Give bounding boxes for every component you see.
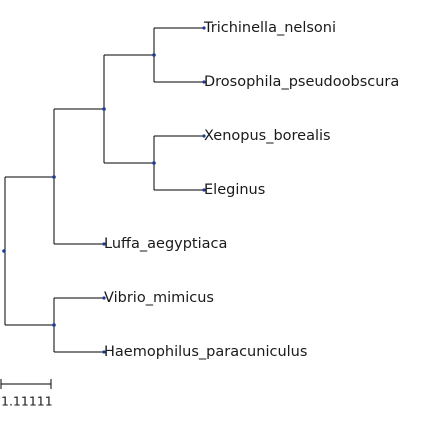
- scale-bar-label: 1.11111: [1, 394, 53, 409]
- scale-bar-line: [0, 379, 52, 389]
- nodes: [2, 26, 206, 354]
- node-pair-1: [152, 53, 156, 57]
- leaf-label-xenopus: Xenopus_borealis: [204, 128, 331, 144]
- leaf-labels: Trichinella_nelsoni Drosophila_pseudoobs…: [104, 20, 399, 360]
- node-lower-clade: [52, 323, 56, 327]
- leaf-node-vibrio: [102, 296, 106, 300]
- node-root: [2, 249, 6, 253]
- leaf-node-drosophila: [202, 80, 206, 84]
- leaf-label-vibrio: Vibrio_mimicus: [104, 290, 214, 306]
- leaf-node-xenopus: [202, 134, 206, 138]
- node-pair-2: [152, 161, 156, 165]
- leaf-label-drosophila: Drosophila_pseudoobscura: [204, 74, 399, 90]
- node-inner-clade: [102, 107, 106, 111]
- leaf-label-trichinella: Trichinella_nelsoni: [203, 20, 336, 36]
- leaf-node-haemophilus: [102, 350, 106, 354]
- leaf-node-trichinella: [202, 26, 206, 30]
- leaf-label-luffa: Luffa_aegyptiaca: [104, 236, 227, 252]
- leaf-label-eleginus: Eleginus: [204, 182, 265, 198]
- leaf-node-luffa: [102, 242, 106, 246]
- leaf-label-haemophilus: Haemophilus_paracuniculus: [104, 344, 307, 360]
- scale-bar: 1.11111: [0, 379, 53, 409]
- leaf-node-eleginus: [202, 188, 206, 192]
- node-upper-clade: [52, 175, 56, 179]
